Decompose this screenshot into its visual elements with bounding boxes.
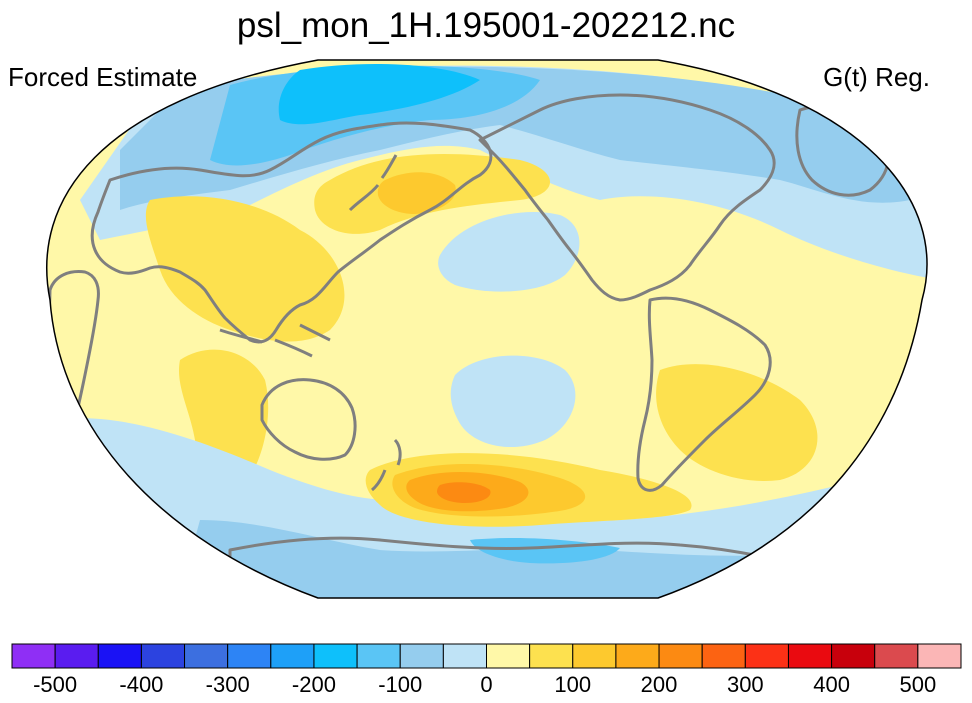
coast-australia <box>260 378 357 461</box>
field-satlantic-yellow <box>656 364 818 481</box>
colorbar-swatch <box>442 643 488 669</box>
field-sp-dark-orange <box>437 482 491 503</box>
field-asia-yellow <box>145 196 345 342</box>
colorbar-tick-label: 100 <box>554 672 592 697</box>
colorbar-swatch <box>529 643 574 669</box>
colorbar-swatch <box>270 643 315 669</box>
colorbar-swatch <box>615 643 660 669</box>
colorbar-tick-label: 400 <box>813 672 850 697</box>
colorbar-tick-label: 300 <box>726 672 764 697</box>
colorbar-tick-label: -100 <box>378 672 423 697</box>
colorbar-tick-label: 0 <box>480 672 493 697</box>
colorbar-swatch <box>97 643 142 669</box>
coast-new-zealand <box>371 438 402 492</box>
colorbar-swatch <box>486 643 531 669</box>
colorbar-swatch <box>658 643 703 669</box>
coast-indonesia <box>219 323 331 358</box>
colorbar-tick-label: 200 <box>640 672 678 697</box>
coast-eurasia <box>90 121 493 344</box>
field-npacific-orange <box>377 172 456 214</box>
colorbar-swatch <box>874 643 919 669</box>
colorbar-tick-label: 500 <box>899 672 937 697</box>
field-npacific-light-blue <box>438 211 580 292</box>
left-subtitle: Forced Estimate <box>8 62 198 92</box>
colorbar-tick-label: -400 <box>119 672 164 697</box>
colorbar-swatch <box>744 643 789 669</box>
colorbar-swatch <box>54 643 99 669</box>
colorbar-swatch <box>399 643 444 669</box>
field-north-deep-blue <box>278 64 480 125</box>
colorbar-tick-label: -500 <box>33 672 78 697</box>
field-south-mid-blue <box>150 520 900 598</box>
colorbar-swatch <box>701 643 746 669</box>
map-boundary <box>46 59 928 599</box>
colorbar-swatch <box>184 643 229 669</box>
colorbar-swatch <box>11 643 56 669</box>
colorbar-swatch <box>227 643 272 669</box>
right-subtitle: G(t) Reg. <box>823 62 930 92</box>
colorbar-swatch <box>572 643 617 669</box>
colorbar-swatch <box>313 643 358 669</box>
colorbar-tick-label: -200 <box>291 672 336 697</box>
colorbar-swatch <box>140 643 186 669</box>
coast-south-america <box>636 296 772 492</box>
colorbar-swatch <box>831 643 876 669</box>
colorbar-swatch <box>917 643 962 669</box>
coast-north-america <box>478 93 776 302</box>
plot-title: psl_mon_1H.195001-202212.nc <box>236 6 736 45</box>
colorbar-tick-label: -300 <box>205 672 250 697</box>
coast-japan <box>348 154 398 212</box>
coast-antarctica <box>228 536 802 598</box>
colorbar-swatch <box>787 643 833 669</box>
colorbar-swatch <box>356 643 401 669</box>
coastlines <box>46 93 891 598</box>
field-spacific-light-blue <box>450 355 576 448</box>
